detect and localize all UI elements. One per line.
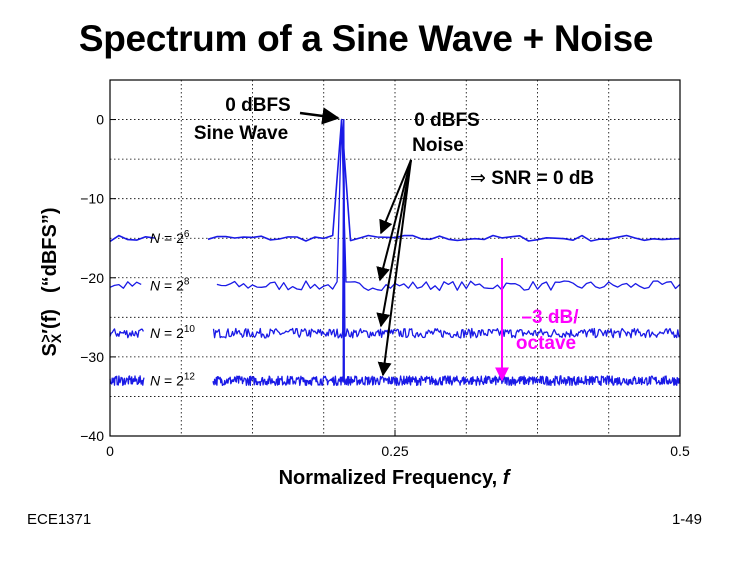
y-axis-subscript: X xyxy=(48,333,64,343)
series-label-n: N xyxy=(150,230,161,246)
spectrum-trace xyxy=(109,281,142,289)
series-label-n: N xyxy=(150,373,161,389)
noise-arrow-1 xyxy=(379,159,412,235)
sine-annotation-line1: 0 dBFS xyxy=(225,95,290,116)
slide-title: Spectrum of a Sine Wave + Noise xyxy=(78,18,654,59)
spectrum-trace xyxy=(109,234,155,243)
slope-annotation-line2: octave xyxy=(516,333,576,354)
x-axis-title-var: f xyxy=(503,467,512,489)
footer-course-code: ECE1371 xyxy=(27,511,92,528)
series-label-base: = 2 xyxy=(160,230,184,246)
snr-text: SNR = 0 dB xyxy=(486,168,594,189)
noise-annotation-line1: 0 dBFS xyxy=(414,110,479,131)
x-axis-title-text: Normalized Frequency, xyxy=(279,467,503,489)
x-tick-label: 0.5 xyxy=(670,443,690,459)
series-label: N = 26 xyxy=(150,229,190,246)
noise-arrow-4 xyxy=(377,159,412,377)
y-tick-label: −40 xyxy=(80,428,104,444)
y-tick-label: −20 xyxy=(80,270,104,286)
noise-arrow-2 xyxy=(376,159,412,282)
sine-arrow xyxy=(299,107,340,125)
hat-icon: ^ xyxy=(41,333,50,350)
x-axis-title: Normalized Frequency, f xyxy=(279,467,512,489)
series-label-n: N xyxy=(150,278,161,294)
series-label-n: N xyxy=(150,325,161,341)
spectrum-trace xyxy=(216,118,681,292)
sine-wave-annotation: 0 dBFS Sine Wave xyxy=(194,95,340,144)
y-tick-label: −30 xyxy=(80,349,104,365)
series-label: N = 212 xyxy=(150,372,195,389)
footer-page-number: 1-49 xyxy=(671,511,702,528)
snr-annotation: ⇒ SNR = 0 dB xyxy=(470,168,594,189)
noise-annotation: 0 dBFS Noise xyxy=(376,110,480,377)
spectrum-traces xyxy=(109,118,681,387)
noise-annotation-line2: Noise xyxy=(412,135,464,156)
spectrum-trace xyxy=(212,118,681,339)
series-label-exponent: 12 xyxy=(184,372,196,383)
implies-icon: ⇒ xyxy=(470,168,486,189)
series-label: N = 28 xyxy=(150,277,190,294)
series-label-base: = 2 xyxy=(160,278,184,294)
series-label-exponent: 8 xyxy=(184,277,190,288)
slope-annotation: –3 dB/ octave xyxy=(495,258,579,382)
series-label-base: = 2 xyxy=(160,373,184,389)
spectrum-trace xyxy=(109,375,145,386)
slope-annotation-line1: –3 dB/ xyxy=(521,307,579,328)
series-label-exponent: 10 xyxy=(184,324,196,335)
series-label: N = 210 xyxy=(150,324,195,341)
y-axis-symbol: S xyxy=(39,343,61,356)
spectrum-trace xyxy=(207,118,681,242)
x-tick-label: 0 xyxy=(106,443,114,459)
y-tick-label: −10 xyxy=(80,191,104,207)
noise-arrow-3 xyxy=(376,159,412,328)
y-axis-arg: ′(f) xyxy=(39,309,61,334)
spectrum-trace xyxy=(212,118,681,387)
series-label-base: = 2 xyxy=(160,325,184,341)
y-tick-label: 0 xyxy=(96,112,104,128)
y-axis-units: (“dBFS”) xyxy=(39,207,61,293)
series-label-exponent: 6 xyxy=(184,229,190,240)
axis-ticks: 0 0.25 0.5 0 −10 −20 −30 −40 xyxy=(80,112,690,459)
sine-annotation-line2: Sine Wave xyxy=(194,123,288,144)
y-axis-title: SX′(f) (“dBFS”) xyxy=(39,207,64,356)
x-tick-label: 0.25 xyxy=(381,443,408,459)
spectrum-trace xyxy=(109,328,144,339)
